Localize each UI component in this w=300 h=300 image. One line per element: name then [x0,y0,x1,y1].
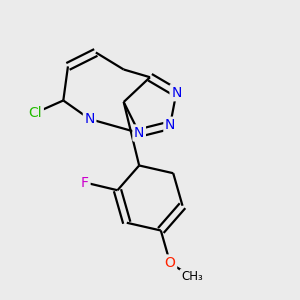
Text: Cl: Cl [28,106,42,120]
Text: N: N [84,112,95,126]
Text: O: O [165,256,176,270]
Text: N: N [171,86,181,100]
Text: F: F [81,176,89,190]
Text: N: N [134,126,144,140]
Text: N: N [165,118,175,132]
Text: CH₃: CH₃ [181,270,203,284]
